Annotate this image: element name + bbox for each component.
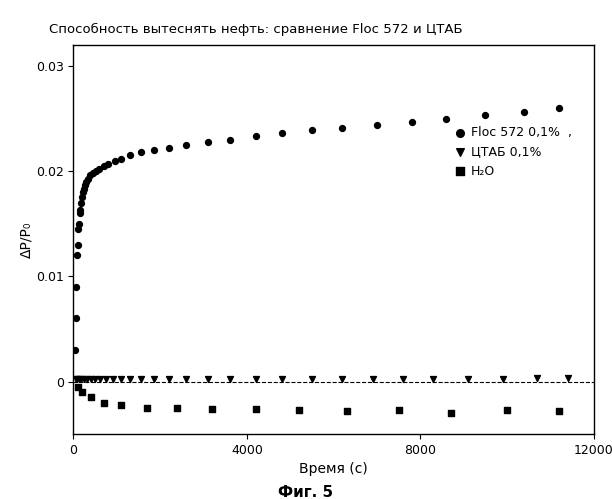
H₂O <box>142 404 152 412</box>
H₂O <box>77 388 87 396</box>
Floc 572 0,1%  , <box>125 151 135 159</box>
H₂O <box>207 405 217 413</box>
ЦТАБ 0,1% <box>428 375 438 383</box>
Text: Фиг. 5: Фиг. 5 <box>278 485 334 499</box>
H₂O <box>99 399 109 407</box>
Floc 572 0,1%  , <box>86 171 95 179</box>
ЦТАБ 0,1% <box>136 375 146 383</box>
ЦТАБ 0,1% <box>251 375 261 383</box>
ЦТАБ 0,1% <box>307 375 317 383</box>
ЦТАБ 0,1% <box>76 375 86 383</box>
Floc 572 0,1%  , <box>80 181 90 189</box>
ЦТАБ 0,1% <box>86 375 95 383</box>
ЦТАБ 0,1% <box>149 375 159 383</box>
ЦТАБ 0,1% <box>563 374 573 382</box>
ЦТАБ 0,1% <box>277 375 286 383</box>
ЦТАБ 0,1% <box>108 375 118 383</box>
H₂O <box>116 401 126 409</box>
X-axis label: Время (с): Время (с) <box>299 463 368 477</box>
Floc 572 0,1%  , <box>337 124 347 132</box>
Floc 572 0,1%  , <box>554 104 564 112</box>
Floc 572 0,1%  , <box>307 126 317 134</box>
Floc 572 0,1%  , <box>88 169 98 177</box>
Floc 572 0,1%  , <box>70 346 80 354</box>
Floc 572 0,1%  , <box>149 146 159 154</box>
ЦТАБ 0,1% <box>337 375 347 383</box>
Floc 572 0,1%  , <box>251 132 261 140</box>
Floc 572 0,1%  , <box>94 165 104 173</box>
Floc 572 0,1%  , <box>520 108 529 116</box>
Floc 572 0,1%  , <box>79 185 89 193</box>
H₂O <box>173 404 182 412</box>
Floc 572 0,1%  , <box>181 141 191 149</box>
Floc 572 0,1%  , <box>372 121 382 129</box>
Legend: Floc 572 0,1%  ,, ЦТАБ 0,1%, H₂O: Floc 572 0,1% ,, ЦТАБ 0,1%, H₂O <box>450 121 577 183</box>
ЦТАБ 0,1% <box>398 375 408 383</box>
Floc 572 0,1%  , <box>99 162 109 170</box>
Floc 572 0,1%  , <box>406 118 416 126</box>
Floc 572 0,1%  , <box>164 144 174 152</box>
Floc 572 0,1%  , <box>110 157 119 165</box>
H₂O <box>86 393 95 401</box>
ЦТАБ 0,1% <box>90 375 100 383</box>
Floc 572 0,1%  , <box>75 209 84 217</box>
Floc 572 0,1%  , <box>73 241 83 249</box>
ЦТАБ 0,1% <box>181 375 191 383</box>
H₂O <box>251 405 261 413</box>
ЦТАБ 0,1% <box>532 374 542 382</box>
Floc 572 0,1%  , <box>78 188 88 196</box>
ЦТАБ 0,1% <box>71 375 81 383</box>
Floc 572 0,1%  , <box>74 220 84 228</box>
ЦТАБ 0,1% <box>368 375 378 383</box>
ЦТАБ 0,1% <box>116 375 126 383</box>
H₂O <box>73 383 83 391</box>
Floc 572 0,1%  , <box>83 175 93 183</box>
Floc 572 0,1%  , <box>441 115 451 123</box>
Floc 572 0,1%  , <box>71 314 81 322</box>
Floc 572 0,1%  , <box>73 225 83 233</box>
Floc 572 0,1%  , <box>81 178 91 186</box>
H₂O <box>446 409 455 417</box>
ЦТАБ 0,1% <box>164 375 174 383</box>
ЦТАБ 0,1% <box>102 375 111 383</box>
Floc 572 0,1%  , <box>136 148 146 156</box>
H₂O <box>341 407 351 415</box>
ЦТАБ 0,1% <box>95 375 105 383</box>
Floc 572 0,1%  , <box>72 283 81 291</box>
H₂O <box>394 406 403 414</box>
ЦТАБ 0,1% <box>82 375 92 383</box>
ЦТАБ 0,1% <box>79 375 89 383</box>
Text: Способность вытеснять нефть: сравнение Floc 572 и ЦТАБ: Способность вытеснять нефть: сравнение F… <box>49 22 463 35</box>
ЦТАБ 0,1% <box>463 375 473 383</box>
Floc 572 0,1%  , <box>75 206 85 214</box>
ЦТАБ 0,1% <box>203 375 213 383</box>
Floc 572 0,1%  , <box>76 199 86 207</box>
H₂O <box>502 406 512 414</box>
H₂O <box>294 406 304 414</box>
Floc 572 0,1%  , <box>277 129 286 137</box>
ЦТАБ 0,1% <box>74 375 84 383</box>
ЦТАБ 0,1% <box>72 375 82 383</box>
Floc 572 0,1%  , <box>480 111 490 119</box>
ЦТАБ 0,1% <box>125 375 135 383</box>
Floc 572 0,1%  , <box>91 167 101 175</box>
H₂O <box>554 407 564 415</box>
Floc 572 0,1%  , <box>225 136 234 144</box>
Floc 572 0,1%  , <box>103 160 113 168</box>
Floc 572 0,1%  , <box>203 138 213 146</box>
ЦТАБ 0,1% <box>225 375 234 383</box>
Y-axis label: ΔP/P₀: ΔP/P₀ <box>19 222 33 257</box>
Floc 572 0,1%  , <box>72 251 82 259</box>
Floc 572 0,1%  , <box>116 155 126 163</box>
Floc 572 0,1%  , <box>76 194 86 202</box>
ЦТАБ 0,1% <box>498 375 507 383</box>
